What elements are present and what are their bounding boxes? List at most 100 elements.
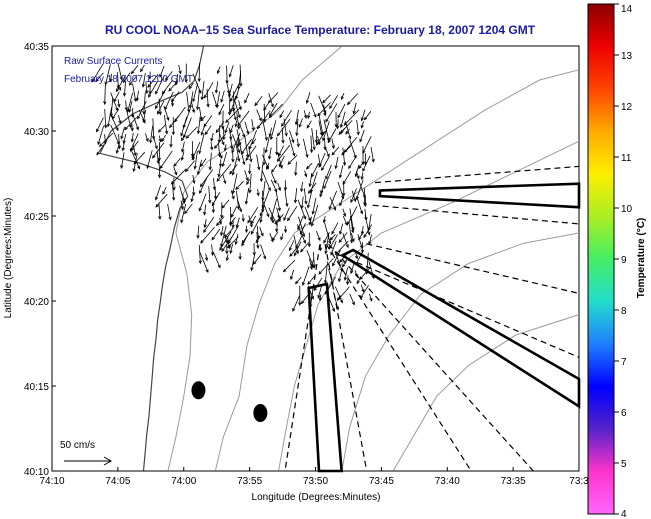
current-vector [298, 118, 303, 128]
current-vector [222, 127, 226, 141]
current-vector [130, 65, 139, 75]
current-vector [218, 217, 222, 226]
vector-shaft [226, 254, 229, 261]
vector-head [159, 165, 163, 170]
vector-head [154, 105, 159, 110]
vector-shaft [331, 146, 340, 156]
current-vector [279, 110, 285, 119]
vector-shaft [219, 231, 232, 251]
vector-head [295, 245, 299, 250]
wedge-boundary [338, 253, 580, 358]
current-vector [221, 110, 225, 130]
vector-shaft [245, 187, 250, 205]
vector-head [302, 240, 306, 245]
vector-head [262, 162, 266, 166]
current-vector [164, 91, 174, 111]
vector-shaft [270, 179, 278, 192]
vector-head [196, 130, 201, 135]
vector-shaft [235, 180, 244, 190]
vector-shaft [271, 164, 278, 173]
vector-head [159, 73, 163, 78]
current-vector [240, 138, 253, 155]
vector-head [313, 287, 318, 292]
current-vector [122, 81, 127, 97]
station-marker [191, 381, 206, 400]
vector-head [230, 145, 234, 150]
current-vector [172, 177, 176, 191]
colorbar-tick-label: 9 [621, 255, 627, 266]
vector-shaft [219, 151, 223, 159]
vector-head [323, 146, 327, 151]
vector-shaft [221, 236, 233, 252]
current-vector [305, 162, 313, 170]
vector-shaft [215, 81, 219, 93]
vector-head [234, 123, 238, 128]
vector-head [232, 108, 236, 112]
current-vector [275, 190, 281, 212]
vector-head [250, 267, 254, 272]
vector-head [97, 141, 101, 146]
vector-shaft [226, 65, 228, 84]
vector-head [236, 143, 240, 148]
vector-shaft [349, 139, 357, 159]
current-vector [316, 130, 326, 146]
vector-head [235, 224, 239, 229]
vector-head [361, 161, 365, 166]
current-vector [230, 190, 235, 200]
current-vector [334, 156, 339, 170]
vector-head [340, 96, 344, 101]
vector-head [241, 242, 245, 247]
current-vector [340, 92, 345, 101]
current-vector [245, 145, 257, 162]
vector-head [221, 248, 225, 252]
vector-head [275, 219, 280, 224]
current-vector [199, 176, 208, 195]
vector-head [342, 162, 347, 167]
vector-shaft [170, 135, 172, 147]
vector-head [301, 282, 306, 286]
current-vector [303, 188, 308, 205]
current-vector [174, 73, 179, 86]
current-vector [238, 252, 242, 261]
vector-shaft [265, 136, 270, 153]
vector-head [317, 112, 321, 117]
vector-shaft [301, 295, 309, 304]
current-vector [318, 152, 326, 168]
x-tick-label: 73:55 [237, 476, 262, 487]
vector-head [95, 78, 99, 82]
vector-shaft [334, 251, 343, 272]
vector-shaft [362, 136, 372, 154]
vector-shaft [238, 100, 242, 110]
vector-shaft [311, 259, 314, 267]
current-vector [266, 163, 270, 170]
vector-shaft [275, 190, 281, 211]
vector-head [250, 230, 254, 235]
vector-shaft [307, 111, 310, 119]
current-vector [148, 71, 152, 80]
vector-shaft [227, 236, 239, 248]
vector-shaft [362, 155, 371, 172]
vector-head [270, 103, 274, 108]
vector-head [314, 139, 319, 144]
vector-shaft [260, 164, 263, 182]
vector-head [191, 109, 196, 114]
vector-head [312, 264, 316, 269]
vector-head [145, 138, 149, 143]
current-vector [217, 142, 222, 158]
vector-head [192, 180, 196, 185]
vector-shaft [360, 284, 365, 293]
current-vector [364, 208, 368, 221]
current-vector [254, 95, 263, 107]
current-vector [199, 252, 209, 274]
vector-head [317, 237, 321, 242]
channel-outline [378, 182, 581, 209]
vector-shaft [107, 107, 112, 127]
current-vector [161, 134, 166, 143]
vector-head [174, 171, 178, 176]
current-vector [256, 154, 261, 171]
vector-shaft [96, 144, 105, 156]
vector-shaft [317, 102, 331, 116]
vector-head [359, 138, 363, 143]
vector-head [157, 174, 162, 179]
current-vector [303, 138, 309, 159]
